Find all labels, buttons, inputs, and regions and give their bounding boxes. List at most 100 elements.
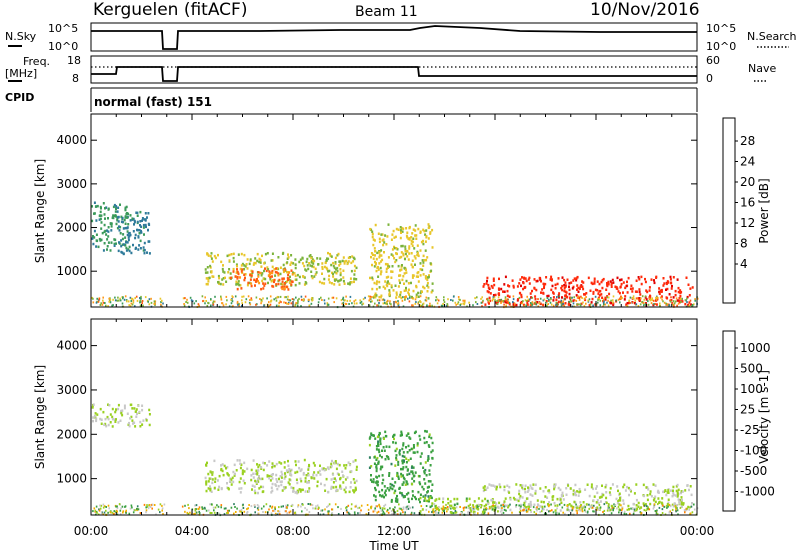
velocity-echo (481, 499, 484, 503)
velocity-echo (277, 484, 280, 488)
power-echo (512, 286, 515, 289)
power-echo (422, 261, 425, 264)
power-echo (217, 274, 220, 278)
power-ground-echo (443, 296, 445, 299)
power-echo (205, 282, 208, 286)
power-echo (410, 242, 413, 245)
power-echo (387, 264, 389, 268)
power-echo (286, 257, 289, 260)
power-echo (228, 259, 231, 262)
velocity-echo (411, 470, 414, 473)
velocity-echo (250, 468, 253, 472)
velocity-ground-echo (372, 510, 375, 513)
velocity-ground-echo (309, 503, 311, 506)
power-ground-echo (419, 304, 422, 307)
velocity-ground-echo (445, 503, 447, 506)
power-echo (139, 210, 142, 214)
power-echo (269, 275, 272, 279)
velocity-echo (407, 497, 410, 501)
power-ground-echo (607, 304, 610, 307)
velocity-ground-echo (491, 508, 494, 511)
velocity-echo (398, 451, 401, 454)
power-ytick-label: 4000 (56, 133, 87, 147)
velocity-ground-echo (679, 506, 682, 509)
power-echo (257, 271, 260, 274)
velocity-ground-echo (136, 507, 138, 510)
velocity-echo (483, 511, 486, 515)
power-echo (375, 269, 378, 273)
velocity-ground-echo (578, 507, 581, 510)
velocity-ground-echo (432, 508, 435, 511)
power-ground-echo (635, 297, 638, 300)
power-echo (622, 291, 624, 294)
power-echo (431, 282, 434, 285)
power-ground-echo (576, 303, 578, 306)
velocity-echo (257, 491, 259, 495)
velocity-echo (350, 470, 353, 473)
power-echo (345, 259, 348, 263)
power-echo (333, 283, 336, 286)
power-echo (596, 289, 599, 292)
power-echo (414, 224, 417, 227)
power-ground-echo (212, 300, 215, 303)
power-echo (392, 229, 395, 233)
power-ground-echo (689, 299, 692, 302)
power-echo (267, 281, 269, 285)
velocity-ground-echo (576, 512, 578, 515)
velocity-echo (634, 507, 637, 510)
power-echo (508, 285, 511, 288)
power-echo (417, 280, 420, 283)
power-ground-echo (429, 305, 431, 308)
velocity-echo (92, 403, 95, 406)
velocity-echo (321, 467, 324, 470)
power-echo (230, 253, 233, 256)
velocity-echo (288, 483, 291, 486)
power-echo (132, 230, 135, 233)
velocity-echo (548, 489, 551, 492)
velocity-ground-echo (591, 506, 594, 509)
power-ground-echo (686, 301, 688, 304)
velocity-ground-echo (159, 511, 161, 514)
power-echo (393, 236, 396, 239)
power-echo (312, 265, 315, 269)
power-ground-echo (402, 305, 405, 308)
power-echo (524, 285, 527, 289)
power-ground-echo (649, 299, 652, 302)
power-echo (353, 277, 356, 281)
velocity-ground-echo (187, 503, 189, 506)
velocity-ground-echo (234, 506, 236, 508)
velocity-ground-echo (203, 506, 206, 509)
power-echo (312, 262, 315, 265)
velocity-ground-echo (613, 503, 615, 506)
power-echo (419, 268, 422, 271)
velocity-ground-echo (121, 505, 124, 508)
power-echo (275, 267, 278, 270)
power-echo (99, 217, 102, 221)
power-echo (97, 245, 100, 249)
power-echo (561, 288, 564, 292)
velocity-echo (128, 424, 131, 428)
velocity-echo (383, 449, 386, 452)
power-ground-echo (112, 298, 114, 301)
power-echo (135, 211, 138, 214)
velocity-echo (410, 447, 413, 451)
velocity-ground-echo (409, 506, 411, 509)
power-echo (521, 276, 523, 279)
power-echo (411, 259, 414, 262)
velocity-ground-echo (618, 511, 620, 514)
power-echo (395, 252, 397, 255)
velocity-echo (675, 494, 677, 497)
velocity-ground-echo (607, 503, 610, 506)
power-ground-echo (409, 295, 411, 298)
power-echo (622, 281, 625, 284)
velocity-echo (218, 485, 221, 489)
power-echo (336, 254, 339, 257)
x-tick-label: 00:00 (74, 524, 109, 538)
power-echo (114, 238, 117, 242)
velocity-echo (210, 490, 213, 493)
velocity-echo (394, 464, 397, 467)
power-ground-echo (628, 299, 631, 302)
power-ground-echo (102, 299, 104, 302)
velocity-echo (253, 485, 256, 488)
velocity-ground-echo (602, 511, 604, 513)
